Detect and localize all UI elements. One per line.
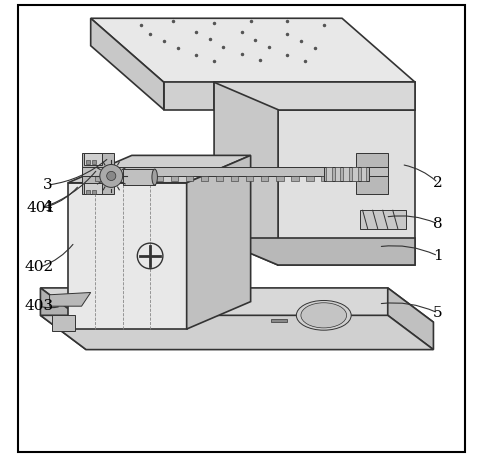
Polygon shape: [261, 176, 269, 181]
Circle shape: [107, 171, 116, 181]
Polygon shape: [335, 167, 340, 181]
Polygon shape: [95, 176, 102, 181]
Polygon shape: [84, 183, 102, 194]
Polygon shape: [92, 190, 96, 194]
Polygon shape: [82, 153, 114, 194]
Bar: [123, 169, 155, 185]
Polygon shape: [231, 176, 238, 181]
Polygon shape: [322, 176, 329, 181]
Polygon shape: [291, 176, 298, 181]
Polygon shape: [306, 176, 313, 181]
Polygon shape: [126, 176, 133, 181]
Polygon shape: [41, 315, 433, 350]
Polygon shape: [343, 167, 349, 181]
Polygon shape: [361, 167, 366, 181]
Circle shape: [100, 165, 123, 187]
FancyArrowPatch shape: [44, 171, 96, 207]
FancyArrowPatch shape: [404, 165, 436, 181]
Polygon shape: [50, 292, 91, 306]
FancyArrowPatch shape: [42, 244, 73, 266]
FancyArrowPatch shape: [382, 303, 436, 312]
FancyArrowPatch shape: [382, 246, 436, 255]
Polygon shape: [271, 319, 287, 322]
Polygon shape: [91, 18, 164, 110]
Polygon shape: [68, 155, 251, 183]
Polygon shape: [246, 176, 254, 181]
Polygon shape: [41, 288, 86, 350]
Polygon shape: [324, 167, 369, 181]
Ellipse shape: [297, 301, 351, 330]
Polygon shape: [360, 210, 406, 228]
Text: 3: 3: [43, 178, 52, 192]
Polygon shape: [68, 183, 186, 329]
FancyArrowPatch shape: [50, 187, 77, 206]
Text: 402: 402: [25, 260, 54, 274]
Text: 5: 5: [433, 306, 443, 320]
Polygon shape: [201, 176, 208, 181]
Polygon shape: [86, 160, 90, 164]
Polygon shape: [86, 190, 90, 194]
Polygon shape: [82, 167, 388, 176]
Polygon shape: [141, 176, 148, 181]
Polygon shape: [278, 110, 415, 265]
Polygon shape: [92, 160, 96, 164]
Polygon shape: [41, 288, 433, 322]
Polygon shape: [214, 82, 415, 110]
Polygon shape: [352, 176, 359, 181]
Text: 403: 403: [25, 299, 54, 313]
Polygon shape: [276, 176, 284, 181]
Polygon shape: [52, 315, 75, 331]
Polygon shape: [170, 176, 178, 181]
Ellipse shape: [152, 169, 157, 185]
Polygon shape: [216, 176, 223, 181]
Polygon shape: [156, 176, 163, 181]
Text: 8: 8: [433, 217, 443, 231]
Polygon shape: [337, 176, 344, 181]
Polygon shape: [356, 153, 388, 194]
Text: 401: 401: [27, 201, 56, 215]
Polygon shape: [110, 176, 118, 181]
FancyArrowPatch shape: [388, 216, 436, 223]
Text: 2: 2: [433, 176, 443, 190]
Polygon shape: [186, 176, 193, 181]
FancyArrowPatch shape: [50, 159, 107, 185]
Polygon shape: [164, 82, 415, 110]
Polygon shape: [326, 167, 331, 181]
FancyArrowPatch shape: [42, 307, 58, 308]
Ellipse shape: [301, 303, 347, 328]
Polygon shape: [91, 18, 415, 82]
Polygon shape: [388, 288, 433, 350]
Polygon shape: [214, 238, 415, 265]
Polygon shape: [214, 82, 278, 265]
Text: 1: 1: [433, 249, 443, 263]
Text: 4: 4: [43, 200, 52, 213]
Polygon shape: [84, 153, 102, 165]
Polygon shape: [186, 155, 251, 329]
Polygon shape: [352, 167, 357, 181]
